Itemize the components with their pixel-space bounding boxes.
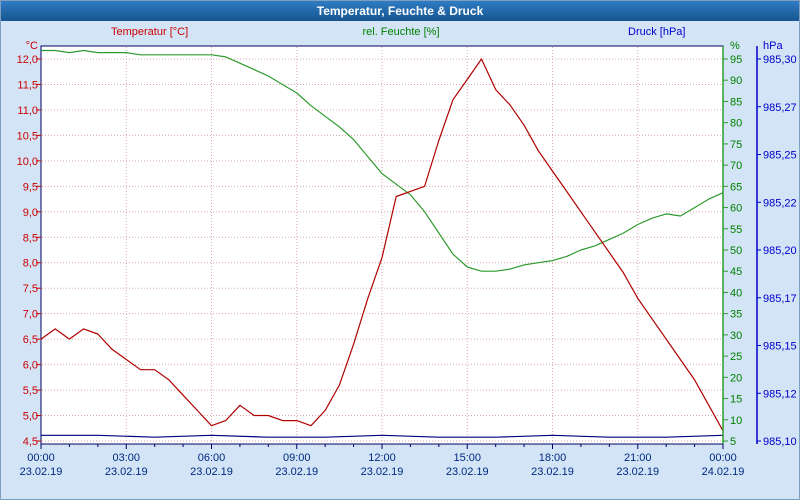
svg-text:35: 35 bbox=[730, 309, 742, 321]
svg-text:06:00: 06:00 bbox=[198, 452, 226, 464]
svg-text:6,0: 6,0 bbox=[23, 360, 38, 372]
svg-text:21:00: 21:00 bbox=[624, 452, 652, 464]
svg-text:985,22: 985,22 bbox=[763, 197, 797, 209]
svg-text:10,5: 10,5 bbox=[17, 130, 38, 142]
svg-text:10: 10 bbox=[730, 415, 742, 427]
svg-text:80: 80 bbox=[730, 118, 742, 130]
humidity-series bbox=[41, 49, 724, 272]
svg-text:9,0: 9,0 bbox=[23, 207, 38, 219]
series bbox=[40, 49, 724, 438]
svg-text:10,0: 10,0 bbox=[17, 156, 38, 168]
svg-text:24.02.19: 24.02.19 bbox=[702, 466, 745, 478]
svg-text:23.02.19: 23.02.19 bbox=[616, 466, 659, 478]
svg-text:985,25: 985,25 bbox=[763, 150, 797, 162]
svg-text:7,0: 7,0 bbox=[23, 309, 38, 321]
svg-text:15: 15 bbox=[730, 394, 742, 406]
svg-text:00:00: 00:00 bbox=[709, 452, 737, 464]
svg-text:23.02.19: 23.02.19 bbox=[531, 466, 574, 478]
svg-text:985,20: 985,20 bbox=[763, 245, 797, 257]
svg-text:7,5: 7,5 bbox=[23, 283, 38, 295]
svg-text:65: 65 bbox=[730, 181, 742, 193]
title-bar[interactable]: Temperatur, Feuchte & Druck bbox=[1, 1, 799, 21]
pressure-series bbox=[41, 434, 724, 438]
svg-text:90: 90 bbox=[730, 75, 742, 87]
svg-text:09:00: 09:00 bbox=[283, 452, 311, 464]
svg-text:23.02.19: 23.02.19 bbox=[446, 466, 489, 478]
svg-text:5,0: 5,0 bbox=[23, 411, 38, 423]
svg-text:9,5: 9,5 bbox=[23, 181, 38, 193]
svg-text:23.02.19: 23.02.19 bbox=[20, 466, 63, 478]
svg-text:985,17: 985,17 bbox=[763, 293, 797, 305]
svg-text:8,5: 8,5 bbox=[23, 232, 38, 244]
svg-text:70: 70 bbox=[730, 160, 742, 172]
legend-pressure: Druck [hPa] bbox=[628, 26, 686, 38]
svg-text:4,5: 4,5 bbox=[23, 436, 38, 448]
svg-text:11,5: 11,5 bbox=[17, 79, 38, 91]
svg-text:18:00: 18:00 bbox=[539, 452, 567, 464]
svg-text:60: 60 bbox=[730, 203, 742, 215]
svg-text:50: 50 bbox=[730, 245, 742, 257]
gridlines bbox=[42, 47, 722, 443]
svg-text:75: 75 bbox=[730, 139, 742, 151]
axis-labels: 12,0 11,5 11,0 10,5 10,0 9,5 9,0 8,5 8,0 7,5 7,0 6,… bbox=[17, 40, 797, 478]
temperature-series bbox=[40, 58, 724, 432]
legend-temperature: Temperatur [°C] bbox=[111, 26, 189, 38]
svg-text:°C: °C bbox=[26, 40, 38, 52]
svg-text:6,5: 6,5 bbox=[23, 334, 38, 346]
svg-text:15:00: 15:00 bbox=[453, 452, 481, 464]
svg-text:23.02.19: 23.02.19 bbox=[361, 466, 404, 478]
svg-text:20: 20 bbox=[730, 372, 742, 384]
svg-text:85: 85 bbox=[730, 96, 742, 108]
svg-text:12:00: 12:00 bbox=[368, 452, 396, 464]
svg-text:5,5: 5,5 bbox=[23, 385, 38, 397]
svg-text:95: 95 bbox=[730, 54, 742, 66]
svg-text:11,0: 11,0 bbox=[17, 105, 38, 117]
svg-text:985,15: 985,15 bbox=[763, 341, 797, 353]
svg-text:03:00: 03:00 bbox=[112, 452, 140, 464]
svg-text:23.02.19: 23.02.19 bbox=[275, 466, 318, 478]
legend-humidity: rel. Feuchte [%] bbox=[362, 26, 440, 38]
svg-text:00:00: 00:00 bbox=[27, 452, 55, 464]
svg-text:45: 45 bbox=[730, 266, 742, 278]
svg-text:8,0: 8,0 bbox=[23, 258, 38, 270]
svg-text:985,30: 985,30 bbox=[763, 54, 797, 66]
svg-text:985,27: 985,27 bbox=[763, 102, 797, 114]
svg-text:985,12: 985,12 bbox=[763, 388, 797, 400]
svg-text:55: 55 bbox=[730, 224, 742, 236]
svg-text:30: 30 bbox=[730, 330, 742, 342]
svg-text:12,0: 12,0 bbox=[17, 54, 38, 66]
svg-text:23.02.19: 23.02.19 bbox=[190, 466, 233, 478]
svg-text:%: % bbox=[730, 40, 740, 52]
svg-text:5: 5 bbox=[730, 436, 736, 448]
svg-text:985,10: 985,10 bbox=[763, 436, 797, 448]
svg-text:hPa: hPa bbox=[763, 40, 783, 52]
svg-text:23.02.19: 23.02.19 bbox=[105, 466, 148, 478]
axes bbox=[36, 46, 761, 449]
svg-text:25: 25 bbox=[730, 351, 742, 363]
svg-text:40: 40 bbox=[730, 287, 742, 299]
